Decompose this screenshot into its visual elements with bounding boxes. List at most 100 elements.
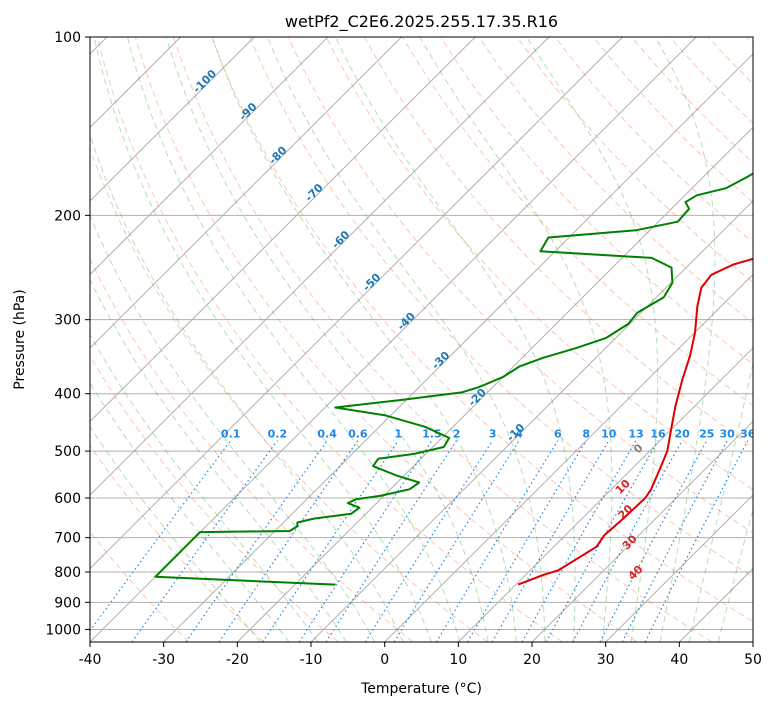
isotherm-line <box>90 37 476 423</box>
mixing-ratio-line <box>545 440 659 642</box>
isotherm-line <box>310 200 753 642</box>
mixing-ratio-line <box>521 440 637 642</box>
isotherm-line <box>457 347 753 642</box>
mixing-ratio-line <box>599 440 708 642</box>
isotherm-line <box>90 37 402 349</box>
mixing-ratio-label: 25 <box>699 428 714 441</box>
moist-adiabat-line <box>211 37 517 642</box>
moist-adiabat-line <box>267 37 546 642</box>
dry-adiabat-line <box>516 37 753 284</box>
isotherm-label: -60 <box>329 228 352 251</box>
y-tick-label: 100 <box>54 30 81 46</box>
dry-adiabat-line <box>211 37 753 623</box>
dry-adiabat-line <box>90 258 414 642</box>
isotherm-line <box>752 641 753 642</box>
moist-adiabat-line <box>90 333 319 642</box>
y-tick-label: 300 <box>54 313 81 329</box>
mixing-ratio-line <box>325 440 458 642</box>
moist-adiabat-line <box>334 37 576 642</box>
mixing-ratio-line <box>131 440 278 642</box>
y-tick-label: 600 <box>54 491 81 507</box>
dry-adiabat-line <box>669 37 753 124</box>
isotherm-label: -100 <box>190 67 219 96</box>
mixing-ratio-line <box>621 440 728 642</box>
mixing-ratio-label: 8 <box>582 428 590 441</box>
y-tick-label: 800 <box>54 565 81 581</box>
mixing-ratio-label: 20 <box>674 428 690 441</box>
mixing-ratio-label: 3 <box>489 428 497 441</box>
moist-adiabat-label: 40 <box>626 563 646 583</box>
plot-frame <box>89 36 754 643</box>
moist-adiabat-line <box>90 381 290 642</box>
moist-adiabat-line <box>525 37 659 642</box>
isotherm-label: -70 <box>303 181 326 204</box>
isotherm-line <box>90 37 255 202</box>
isotherm-label: -90 <box>236 100 259 123</box>
dry-adiabat-line <box>90 355 339 642</box>
x-tick-label: -40 <box>79 652 102 668</box>
isotherm-line <box>236 126 753 642</box>
dry-adiabat-line <box>325 37 753 491</box>
mixing-ratio-label: 0.2 <box>268 428 288 441</box>
mixing-ratio-line <box>491 440 610 642</box>
moist-adiabat-line <box>688 361 753 642</box>
isotherm-line <box>90 37 329 276</box>
dry-adiabat-line <box>249 37 753 578</box>
mixing-ratio-line <box>466 440 587 642</box>
x-tick-label: 0 <box>380 652 389 668</box>
mixing-ratio-label: 4 <box>515 428 523 441</box>
dry-adiabat-line <box>173 37 712 642</box>
mixing-ratio-label: 30 <box>719 428 735 441</box>
mixing-ratio-label: 6 <box>554 428 562 441</box>
moist-adiabat-line <box>90 425 261 642</box>
moist-adiabat-line <box>90 133 404 642</box>
dewpoint-profile <box>154 172 753 586</box>
x-tick-label: 20 <box>523 652 541 668</box>
mixing-ratio-label: 0.1 <box>221 428 241 441</box>
isotherm-label: -40 <box>395 310 418 333</box>
y-axis-title: Pressure (hPa) <box>12 289 28 389</box>
mixing-ratio-label: 36 <box>740 428 756 441</box>
x-tick-label: 30 <box>597 652 615 668</box>
mixing-ratio-line <box>393 440 520 642</box>
mixing-ratio-line <box>644 440 749 642</box>
y-tick-label: 400 <box>54 387 81 403</box>
moist-adiabat-line <box>126 37 461 642</box>
dry-adiabat-line <box>592 37 753 203</box>
y-tick-label: 500 <box>54 444 81 460</box>
moist-adiabat-label: 20 <box>616 502 636 522</box>
y-tick-label: 900 <box>54 595 81 611</box>
moist-adiabat-line <box>165 37 489 642</box>
moist-adiabat-line <box>90 214 376 642</box>
x-tick-label: -30 <box>152 652 175 668</box>
mixing-ratio-line <box>435 440 559 642</box>
dry-adiabat-line <box>90 530 190 642</box>
isotherm-label: -30 <box>429 349 452 372</box>
moist-adiabat-line <box>93 37 432 642</box>
isotherm-label: -80 <box>266 144 289 167</box>
x-tick-label: -10 <box>300 652 323 668</box>
mixing-ratio-line <box>90 440 232 632</box>
mixing-ratio-label: 10 <box>601 428 617 441</box>
dry-adiabat-line <box>90 147 488 642</box>
moist-adiabat-label: 0 <box>631 441 646 456</box>
mixing-ratio-line <box>218 440 359 642</box>
mixing-ratio-label: 1 <box>394 428 402 441</box>
isotherm-label: -50 <box>360 271 383 294</box>
isotherm-line <box>384 273 753 642</box>
mixing-ratio-label: 0.4 <box>317 428 337 441</box>
dry-adiabat-line <box>287 37 753 534</box>
moist-adiabat-label: 10 <box>613 477 633 497</box>
dry-adiabat-line <box>745 37 753 45</box>
temperature-profile <box>517 257 753 586</box>
y-tick-label: 200 <box>54 208 81 224</box>
isotherm-line <box>163 53 753 642</box>
mixing-ratio-line <box>262 440 399 642</box>
x-tick-label: -20 <box>226 652 249 668</box>
dry-adiabat-line <box>90 445 264 642</box>
dry-adiabat-line <box>96 37 563 642</box>
dry-adiabat-line <box>440 37 753 365</box>
x-tick-label: 10 <box>449 652 467 668</box>
isotherm-line <box>90 37 623 570</box>
